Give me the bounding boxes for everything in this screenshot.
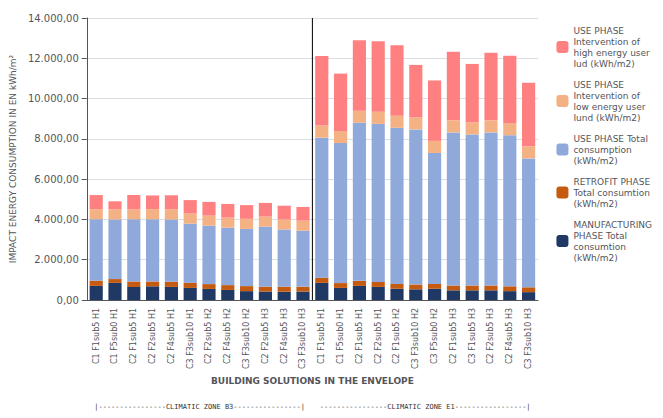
svg-text:12.000,00: 12.000,00 [28, 53, 79, 64]
svg-text:(kWh/m2): (kWh/m2) [573, 253, 617, 263]
svg-text:C1 F5sub0 H1: C1 F5sub0 H1 [110, 308, 119, 364]
svg-text:USE PHASE Total: USE PHASE Total [573, 134, 647, 144]
svg-text:6.000,00: 6.000,00 [34, 174, 79, 185]
svg-text:C1 F5sub0 H1: C1 F5sub0 H1 [336, 308, 345, 364]
svg-text:C2 F2sub5 H1: C2 F2sub5 H1 [374, 308, 383, 364]
svg-text:|----------------CLIMATIC ZONE: |----------------CLIMATIC ZONE B3-------… [94, 403, 305, 411]
svg-text:----------------CLIMATIC ZONE: ----------------CLIMATIC ZONE E1--------… [320, 403, 531, 411]
svg-text:C2 F1sub5 H3: C2 F1sub5 H3 [449, 308, 458, 364]
svg-text:Iund (kWh/m2): Iund (kWh/m2) [573, 113, 640, 123]
svg-text:C2 F1sub5 H1: C2 F1sub5 H1 [129, 308, 138, 364]
svg-text:C3 F3sub10 H3: C3 F3sub10 H3 [524, 308, 533, 369]
svg-text:Total consumtion: Total consumtion [572, 188, 649, 198]
svg-text:8.000,00: 8.000,00 [34, 133, 79, 144]
svg-text:C2 F2sub5 H3: C2 F2sub5 H3 [261, 308, 270, 364]
svg-text:(kWh/m2): (kWh/m2) [573, 199, 617, 209]
svg-text:14.000,00: 14.000,00 [28, 13, 79, 24]
svg-text:C3 F3sub10 H3: C3 F3sub10 H3 [298, 308, 307, 369]
svg-text:consumption: consumption [573, 145, 631, 155]
svg-text:C2 F2sub5 H1: C2 F2sub5 H1 [148, 308, 157, 364]
svg-text:Intervention of: Intervention of [573, 37, 640, 47]
svg-text:C2 F4sub5 H3: C2 F4sub5 H3 [505, 308, 514, 364]
svg-text:0,00: 0,00 [57, 295, 79, 306]
svg-text:10.000,00: 10.000,00 [28, 93, 79, 104]
svg-text:USE PHASE: USE PHASE [573, 80, 624, 90]
svg-text:C3 F5sub0 H2: C3 F5sub0 H2 [430, 308, 439, 364]
svg-text:MANUFACTURING: MANUFACTURING [573, 220, 652, 230]
svg-text:C2 F4sub5 H1: C2 F4sub5 H1 [167, 308, 176, 364]
svg-text:C3 F3sub10 H2: C3 F3sub10 H2 [242, 308, 251, 369]
svg-text:C2 F4sub5 H2: C2 F4sub5 H2 [223, 308, 232, 364]
svg-text:consumtion: consumtion [573, 242, 626, 252]
svg-text:C3 F1sub5 H3: C3 F1sub5 H3 [468, 308, 477, 364]
svg-text:C2 F4sub5 H3: C2 F4sub5 H3 [280, 308, 289, 364]
svg-text:high energy user: high energy user [573, 48, 650, 58]
svg-text:Intervention of: Intervention of [573, 91, 640, 101]
svg-text:C3 F3sub10 H1: C3 F3sub10 H1 [186, 308, 195, 369]
svg-text:RETROFIT PHASE: RETROFIT PHASE [573, 177, 650, 187]
svg-text:C3 F3sub10 H2: C3 F3sub10 H2 [411, 308, 420, 369]
svg-text:BUILDING SOLUTIONS IN THE ENVE: BUILDING SOLUTIONS IN THE ENVELOPE [211, 376, 414, 386]
svg-text:PHASE Total: PHASE Total [573, 231, 627, 241]
svg-text:C1 F1sub5 H1: C1 F1sub5 H1 [317, 308, 326, 364]
svg-text:C2 F1sub5 H2: C2 F1sub5 H2 [392, 308, 401, 364]
svg-text:2.000,00: 2.000,00 [34, 254, 79, 265]
svg-text:low energy user: low energy user [573, 102, 645, 112]
svg-text:Iud (kWh/m2): Iud (kWh/m2) [573, 59, 634, 69]
svg-text:C2 F2sub5 H3: C2 F2sub5 H3 [486, 308, 495, 364]
svg-text:C1 F1sub5 H1: C1 F1sub5 H1 [92, 308, 101, 364]
svg-text:4.000,00: 4.000,00 [34, 214, 79, 225]
svg-text:(kWh/m2): (kWh/m2) [573, 156, 617, 166]
svg-text:USE PHASE: USE PHASE [573, 26, 624, 36]
svg-text:IMPACT ENERGY CONSUMPTION IN E: IMPACT ENERGY CONSUMPTION IN EN kWh/m² [8, 54, 18, 263]
svg-text:C2 F2sub5 H2: C2 F2sub5 H2 [204, 308, 213, 364]
svg-text:C2 F1sub5 H1: C2 F1sub5 H1 [355, 308, 364, 364]
